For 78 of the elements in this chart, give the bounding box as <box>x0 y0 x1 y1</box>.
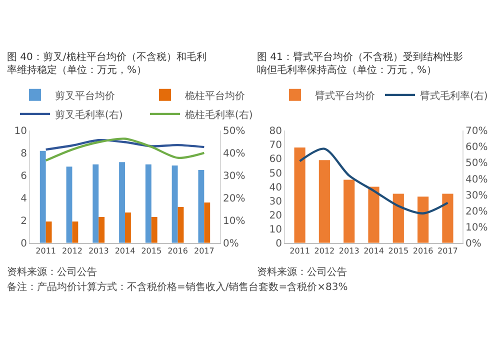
x-tick-label: 2015 <box>141 246 162 256</box>
bar <box>125 212 131 243</box>
x-tick-label: 2012 <box>62 246 82 256</box>
chart-title: 图 41：臂式平台均价（不含税）受到结构性影响但毛利率保持高位（单位：万元，%） <box>257 51 463 76</box>
bar <box>318 160 330 243</box>
x-tick-label: 2015 <box>388 246 409 256</box>
y-tick-label: 4 <box>20 193 27 204</box>
legend-label: 臂式毛利率(右) <box>420 90 488 102</box>
y2-tick-label: 30% <box>466 190 488 202</box>
bar <box>344 180 355 243</box>
y2-tick-label: 20% <box>466 206 488 218</box>
y-tick-label: 30 <box>269 196 282 208</box>
y-tick-label: 70 <box>269 140 282 152</box>
text: 备注：产品均价计算方式：不含税价格=销售收入/销售台套数=含税价×83% <box>7 281 348 293</box>
bar <box>66 166 72 243</box>
line-series <box>298 148 449 214</box>
y2-tick-label: 50% <box>223 126 246 138</box>
bar <box>145 164 152 243</box>
y-tick-label: 8 <box>20 148 27 160</box>
y-tick-label: 10 <box>269 224 282 236</box>
y2-tick-label: 40% <box>466 174 488 186</box>
bar <box>442 194 454 243</box>
y-tick-label: 40 <box>269 182 282 194</box>
text: 资料来源：公司公告 <box>7 266 97 278</box>
y-tick-label: 0 <box>276 238 282 250</box>
line-series <box>44 138 206 162</box>
x-tick-label: 2012 <box>314 246 335 256</box>
bar <box>178 206 184 243</box>
bar <box>98 217 105 243</box>
y2-tick-label: 10% <box>223 216 246 227</box>
y-tick-label: 2 <box>20 216 27 227</box>
x-tick-label: 2017 <box>194 246 214 256</box>
y2-tick-label: 70% <box>466 126 488 138</box>
text: 资料来源：公司公告 <box>257 266 347 278</box>
bar <box>72 222 78 243</box>
bar <box>368 186 380 243</box>
y-tick-label: 10 <box>14 126 27 138</box>
chart-title: 图 40：剪叉/桅柱平台均价（不含税）和毛利率维持稳定（单位：万元，%） <box>7 51 206 76</box>
x-tick-label: 2013 <box>88 246 109 256</box>
bar <box>151 217 158 243</box>
y-tick-label: 0 <box>20 238 27 250</box>
bar <box>92 164 99 243</box>
bar <box>119 162 125 243</box>
bar <box>392 194 404 243</box>
legend-label: 桅柱平台均价 <box>185 90 245 102</box>
x-tick-label: 2013 <box>338 246 360 256</box>
x-tick-label: 2014 <box>114 246 136 256</box>
bar <box>418 196 429 243</box>
legend-label: 臂式平台均价 <box>315 90 375 102</box>
y2-tick-label: 20% <box>223 193 246 204</box>
x-tick-label: 2011 <box>36 246 56 256</box>
y2-tick-label: 0% <box>223 238 239 250</box>
y2-tick-label: 40% <box>223 148 246 160</box>
legend-label: 剪叉平台均价 <box>55 90 115 102</box>
y-tick-label: 60 <box>269 154 282 166</box>
x-tick-label: 2011 <box>290 246 310 256</box>
y-tick-label: 6 <box>20 171 27 182</box>
y2-tick-label: 0% <box>466 238 482 250</box>
bar <box>204 202 210 243</box>
line-series <box>44 138 206 151</box>
x-tick-label: 2017 <box>438 246 458 256</box>
y-tick-label: 20 <box>269 210 282 222</box>
x-tick-label: 2014 <box>364 246 384 256</box>
y-tick-label: 80 <box>269 126 282 138</box>
legend-label: 剪叉毛利率(右) <box>55 108 123 121</box>
bar <box>172 165 178 243</box>
y-tick-label: 50 <box>269 168 282 180</box>
x-tick-label: 2016 <box>168 246 188 256</box>
bar <box>294 148 306 243</box>
bar <box>40 150 46 243</box>
y2-tick-label: 30% <box>223 171 246 182</box>
y2-tick-label: 10% <box>466 222 488 234</box>
y2-tick-label: 60% <box>466 142 488 154</box>
x-tick-label: 2016 <box>412 246 434 256</box>
legend-label: 桅柱毛利率(右) <box>185 108 253 121</box>
bar <box>46 222 52 243</box>
y2-tick-label: 50% <box>466 158 488 170</box>
bar <box>198 170 204 243</box>
